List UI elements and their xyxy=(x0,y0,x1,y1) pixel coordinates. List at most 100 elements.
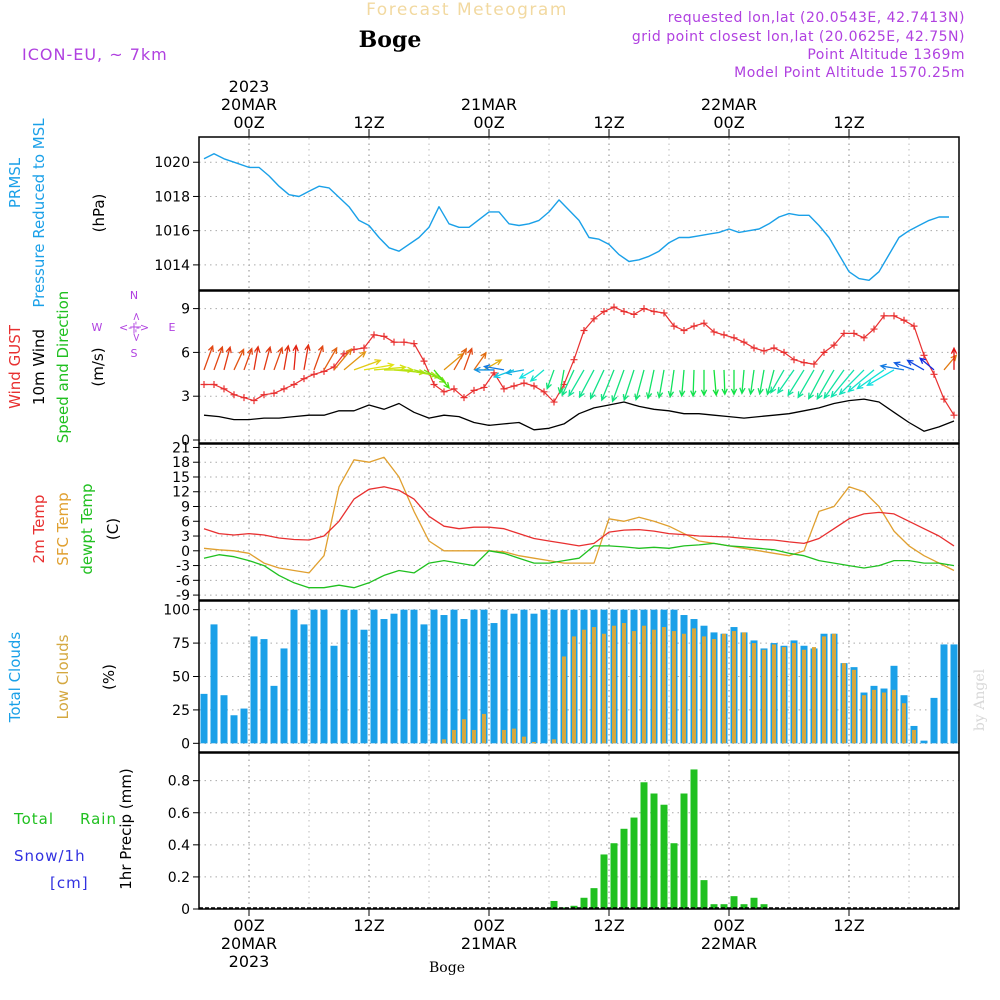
wind-arrow xyxy=(363,362,395,371)
total-cloud-bar xyxy=(230,715,238,744)
precip-bar xyxy=(630,817,638,909)
panel-unit: (hPa) xyxy=(90,194,108,233)
total-cloud-bar xyxy=(300,624,308,744)
total-cloud-bar xyxy=(470,609,478,744)
panel-label: Wind GUST xyxy=(6,324,24,409)
y-tick-label: 3 xyxy=(181,389,190,405)
dewpt-line xyxy=(203,542,955,589)
wind-arrow xyxy=(634,369,645,402)
wind-gust-marker xyxy=(360,344,368,352)
total-cloud-bar xyxy=(490,623,498,744)
total-cloud-bar xyxy=(930,697,938,744)
low-cloud-bar xyxy=(852,669,856,744)
wind-arrow xyxy=(213,345,224,371)
compass-w: W xyxy=(92,321,103,334)
low-cloud-bar xyxy=(452,729,456,744)
total-cloud-bar xyxy=(390,613,398,744)
panel-unit: (m/s) xyxy=(89,347,107,386)
wind-gust-marker xyxy=(440,388,448,396)
low-cloud-bar xyxy=(862,695,866,744)
low-cloud-bar xyxy=(522,736,526,744)
y-tick-label: 12 xyxy=(172,485,190,501)
low-cloud-bar xyxy=(772,644,776,744)
y-tick-label: 0 xyxy=(181,544,190,560)
wind-gust-marker xyxy=(290,381,298,389)
precip-bar xyxy=(560,907,568,909)
wind-gust-marker xyxy=(710,328,718,336)
wind-arrow xyxy=(545,369,555,391)
wind-gust-line xyxy=(204,306,955,416)
pressure-line xyxy=(203,152,949,281)
total-cloud-bar xyxy=(950,644,958,744)
wind-arrow xyxy=(816,369,835,401)
wind-gust-marker xyxy=(740,338,748,346)
legend-total: Total xyxy=(13,810,54,828)
bottom-hour-label: 00Z xyxy=(473,916,504,935)
bottom-hour-label: 00Z xyxy=(233,916,264,935)
low-cloud-bar xyxy=(782,647,786,744)
y-tick-label: 1020 xyxy=(154,155,190,171)
top-hour-label: 12Z xyxy=(833,113,864,132)
low-cloud-bar xyxy=(642,625,646,744)
panel-unit: (C) xyxy=(104,518,122,540)
wind-gust-marker xyxy=(460,394,468,402)
low-cloud-bar xyxy=(652,629,656,744)
wind-arrow xyxy=(808,369,825,400)
wind-arrow xyxy=(600,369,615,402)
bottom-hour-label: 00Z xyxy=(713,916,744,935)
compass-rose: N S W E <-|-><-|-> xyxy=(92,289,176,360)
wind-gust-marker xyxy=(750,344,758,352)
low-cloud-bar xyxy=(752,643,756,744)
low-cloud-bar xyxy=(832,633,836,744)
y-tick-label: -3 xyxy=(176,559,190,575)
low-cloud-bar xyxy=(742,632,746,744)
low-cloud-bar xyxy=(912,729,916,744)
wind-arrow xyxy=(473,366,494,374)
station-name: Boge xyxy=(359,27,422,53)
total-cloud-bar xyxy=(440,615,448,744)
low-cloud-bar xyxy=(812,647,816,744)
wind-arrow xyxy=(918,357,935,371)
wind-gust-marker xyxy=(900,316,908,324)
legend-rain: Rain xyxy=(80,810,117,828)
total-cloud-bar xyxy=(530,613,538,744)
wind-arrow xyxy=(373,364,407,371)
compass-e: E xyxy=(169,321,176,334)
wind-arrow xyxy=(482,364,505,371)
wind-gust-marker xyxy=(780,348,788,356)
precip-bar xyxy=(690,769,698,909)
wind-arrow xyxy=(721,369,728,396)
legend-snow: Snow/1h xyxy=(14,847,86,865)
low-cloud-bar xyxy=(612,625,616,744)
wind-arrow xyxy=(712,369,719,397)
wind-arrow xyxy=(700,369,708,397)
wind-gust-marker xyxy=(380,332,388,340)
wind-gust-marker xyxy=(720,331,728,339)
wind-gust-marker xyxy=(600,308,608,316)
wind-gust-marker xyxy=(210,381,218,389)
wind-arrow xyxy=(423,369,447,383)
sfc-temp-line xyxy=(203,456,955,574)
total-cloud-bar xyxy=(240,708,248,744)
wind-arrow xyxy=(611,369,625,403)
bottom-hour-label: 12Z xyxy=(593,916,624,935)
bottom-hour-label: 12Z xyxy=(353,916,384,935)
wind-gust-marker xyxy=(770,344,778,352)
wind-gust-marker xyxy=(480,383,488,391)
total-cloud-bar xyxy=(410,609,418,744)
total-cloud-bar xyxy=(220,695,228,744)
wind-gust-marker xyxy=(420,357,428,365)
y-tick-label: 18 xyxy=(172,455,190,471)
wind-arrow xyxy=(739,369,746,395)
wind-arrow xyxy=(856,369,885,390)
wind-arrow xyxy=(323,346,338,371)
panel-label: SFC Temp xyxy=(54,492,72,565)
wind-arrow xyxy=(333,348,353,371)
low-cloud-bar xyxy=(662,627,666,744)
panel-label: dewpt Temp xyxy=(78,483,96,574)
precip-bar xyxy=(640,782,648,909)
panel-temp xyxy=(199,445,959,599)
y-tick-label: 1018 xyxy=(154,189,190,205)
y-tick-label: 15 xyxy=(172,470,190,486)
low-cloud-bar xyxy=(842,663,846,744)
